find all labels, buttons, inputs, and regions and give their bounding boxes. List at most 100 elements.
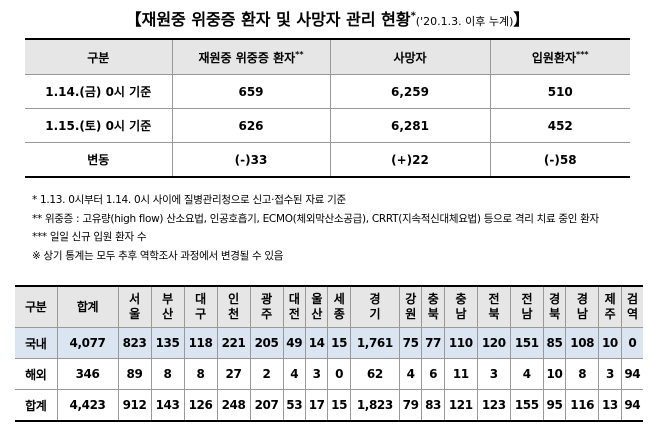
header-cell: 충북 (421, 285, 445, 328)
header-text: 경기 (369, 292, 381, 321)
header-text: 구분 (87, 50, 110, 65)
header-text: 충남 (455, 292, 467, 321)
cell: 10 (542, 358, 567, 390)
cell: 248 (216, 389, 251, 422)
region-table: 구분 합계 서울 부산 대구 인천 광주 대전 울산 세종 경기 강원 충북 충남 전북 전남 경북 경남 제주 검역… (15, 285, 643, 422)
header-cell: 광주 (249, 285, 284, 328)
header-text: 구분 (25, 299, 47, 314)
cell: 120 (476, 327, 511, 359)
header-cell: 인천 (216, 285, 251, 328)
cell: 0 (620, 327, 643, 359)
cell: 75 (398, 327, 423, 359)
header-text: 경남 (576, 292, 588, 321)
cell: 6 (421, 358, 445, 390)
cell: 94 (620, 389, 643, 422)
cell: 14 (304, 327, 329, 359)
cell: 8 (150, 358, 185, 390)
notes: * 1.13. 0시부터 1.14. 0시 사이에 질병관리청으로 신고·접수된… (32, 191, 599, 265)
header-cell: 경북 (542, 285, 567, 328)
cell: 94 (620, 358, 643, 390)
cell: 10 (598, 327, 622, 359)
cell: 83 (421, 389, 445, 422)
cell: 1,823 (349, 389, 400, 422)
title-sub: ('20.1.3. 이후 누계) (415, 15, 514, 28)
cell: 116 (565, 389, 600, 422)
header-text: 입원환자 (531, 50, 577, 65)
cell: (-)58 (489, 142, 630, 178)
header-row: 구분 재원중 위중증 환자** 사망자 입원환자*** (25, 38, 630, 75)
cell: 126 (183, 389, 218, 422)
header-text: 제주 (604, 292, 616, 321)
cell: 6,281 (329, 108, 491, 143)
cell: 79 (398, 389, 423, 422)
header-cell: 합계 (56, 285, 119, 328)
header-cell: 사망자 (329, 38, 491, 75)
status-table: 구분 재원중 위중증 환자** 사망자 입원환자*** 1.14.(금) 0시 기준 65… (25, 38, 630, 178)
cell: 3 (598, 358, 622, 390)
cell: 135 (150, 327, 185, 359)
row: 1.14.(금) 0시 기준 659 6,259 510 (25, 74, 630, 109)
cell: 221 (216, 327, 251, 359)
cell: 6,259 (329, 74, 491, 109)
cell: 4,077 (56, 327, 119, 359)
header-text: 인천 (228, 292, 239, 321)
row: 변동 (-)33 (+)22 (-)58 (25, 142, 630, 178)
header-text: 합계 (76, 299, 99, 314)
header-text: 사망자 (393, 50, 427, 65)
cell: 207 (249, 389, 284, 422)
bracket: 】 (513, 10, 530, 29)
cell: 85 (542, 327, 567, 359)
header-cell: 울산 (304, 285, 329, 328)
header-text: 강원 (405, 292, 416, 321)
cell: 155 (509, 389, 544, 422)
cell: 659 (171, 74, 331, 109)
header-cell: 전북 (476, 285, 511, 328)
header-cell: 구분 (25, 38, 173, 75)
cell: 국내 (15, 327, 58, 359)
cell: 205 (249, 327, 284, 359)
header-text: 광주 (261, 292, 272, 321)
header-text: 울산 (311, 292, 322, 321)
cell: 3 (304, 358, 329, 390)
header-row: 구분 합계 서울 부산 대구 인천 광주 대전 울산 세종 경기 강원 충북 충남 전북 전남 경북 경남 제주 검역 (15, 285, 643, 328)
cell: 626 (171, 108, 331, 143)
cell: 0 (327, 358, 351, 390)
header-text: 대전 (288, 292, 300, 321)
header-cell: 경남 (565, 285, 600, 328)
cell: 452 (489, 108, 630, 143)
row: 합계 4,423 912 143 126 248 207 53 17 15 1,823 79 83 121… (15, 389, 643, 422)
header-cell: 강원 (398, 285, 423, 328)
cell: 110 (443, 327, 478, 359)
cell: 118 (183, 327, 218, 359)
title-sup: * (410, 10, 416, 22)
row: 1.15.(토) 0시 기준 626 6,281 452 (25, 108, 630, 143)
note: ** 위중증 : 고유량(high flow) 산소요법, 인공호흡기, ECM… (32, 212, 599, 225)
row: 국내 4,077 823 135 118 221 205 49 14 15 1,761 75 77 110… (15, 327, 643, 359)
cell: 346 (56, 358, 119, 390)
cell: 49 (282, 327, 306, 359)
header-sup: *** (576, 49, 589, 59)
header-text: 서울 (129, 292, 140, 321)
cell: 2 (249, 358, 284, 390)
cell: 17 (304, 389, 329, 422)
cell: 1.14.(금) 0시 기준 (25, 74, 173, 109)
header-text: 경북 (549, 292, 560, 321)
title: 【재원중 위중증 환자 및 사망자 관리 현황*('20.1.3. 이후 누계)… (0, 6, 655, 30)
cell: 변동 (25, 142, 173, 178)
cell: 1,761 (349, 327, 400, 359)
header-text: 전남 (521, 292, 533, 321)
header-text: 재원중 위중증 환자 (198, 50, 296, 65)
header-cell: 경기 (349, 285, 400, 328)
header-cell: 대전 (282, 285, 306, 328)
cell: 151 (509, 327, 544, 359)
row: 해외 346 89 8 8 27 2 4 3 0 62 4 6 11 3 4 10 8 3 94 (15, 358, 643, 390)
cell: 912 (117, 389, 152, 422)
cell: 4 (398, 358, 423, 390)
header-text: 전북 (488, 292, 500, 321)
cell: 4 (282, 358, 306, 390)
cell: 53 (282, 389, 306, 422)
title-main: 재원중 위중증 환자 및 사망자 관리 현황 (141, 10, 411, 29)
cell: 8 (183, 358, 218, 390)
header-cell: 구분 (15, 285, 58, 328)
